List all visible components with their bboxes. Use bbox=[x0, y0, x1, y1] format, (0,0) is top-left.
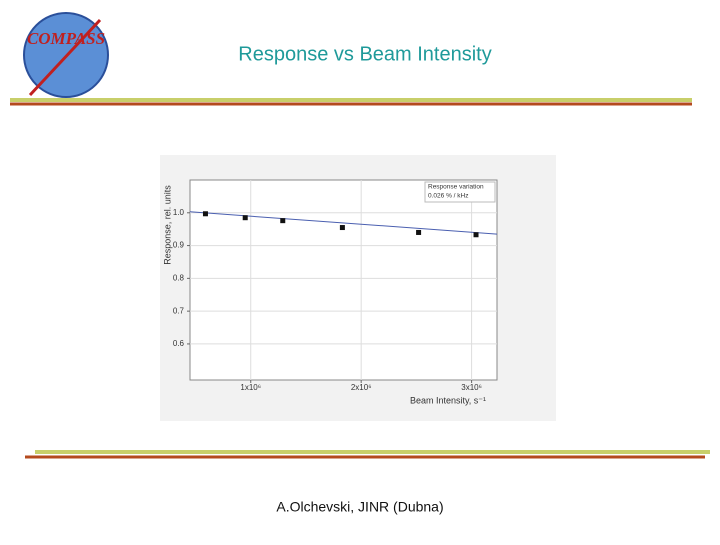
logo-text: COMPASS bbox=[27, 29, 105, 48]
legend-box bbox=[424, 181, 496, 203]
logo: COMPASS bbox=[23, 12, 109, 98]
plot-area bbox=[189, 179, 498, 381]
data-point bbox=[339, 225, 345, 231]
slide-footer: A.Olchevski, JINR (Dubna) bbox=[276, 499, 443, 515]
data-point bbox=[242, 215, 248, 221]
y-tick-label: 0.9 bbox=[173, 241, 185, 250]
slide-title: Response vs Beam Intensity bbox=[238, 43, 491, 65]
logo-needle bbox=[28, 18, 102, 97]
y-tick-label: 0.6 bbox=[173, 339, 185, 348]
x-axis-label: Beam Intensity, s⁻¹ bbox=[410, 395, 486, 405]
x-tick-label: 1x10⁶ bbox=[240, 383, 261, 392]
data-point bbox=[202, 211, 208, 217]
y-tick-label: 1.0 bbox=[173, 208, 185, 217]
data-point bbox=[416, 229, 422, 235]
y-axis-label: Response, rel. units bbox=[162, 185, 172, 265]
annotation: 0.026 % / kHz bbox=[428, 193, 468, 200]
data-point bbox=[280, 218, 286, 224]
y-tick-label: 0.8 bbox=[173, 273, 185, 282]
data-point bbox=[473, 232, 479, 238]
x-tick-label: 2x10⁶ bbox=[351, 383, 372, 392]
annotation: Response variation bbox=[428, 184, 484, 191]
y-tick-label: 0.7 bbox=[173, 306, 185, 315]
x-tick-label: 3x10⁶ bbox=[461, 383, 482, 392]
fit-line bbox=[189, 211, 498, 235]
